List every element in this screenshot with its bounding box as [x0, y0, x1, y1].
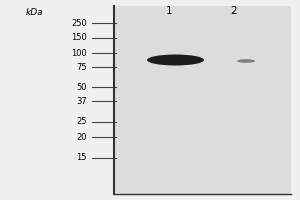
Text: 50: 50 [76, 83, 87, 92]
Text: 15: 15 [76, 154, 87, 162]
Text: 25: 25 [76, 117, 87, 127]
Text: kDa: kDa [26, 8, 43, 17]
Text: 150: 150 [71, 33, 87, 43]
Text: 250: 250 [71, 19, 87, 27]
Ellipse shape [237, 59, 255, 63]
Text: 100: 100 [71, 48, 87, 58]
Text: 20: 20 [76, 133, 87, 142]
Text: 1: 1 [166, 6, 173, 16]
Bar [114, 6, 291, 194]
Text: 75: 75 [76, 62, 87, 72]
Text: 2: 2 [231, 6, 237, 16]
Ellipse shape [147, 54, 204, 66]
Text: 37: 37 [76, 97, 87, 106]
